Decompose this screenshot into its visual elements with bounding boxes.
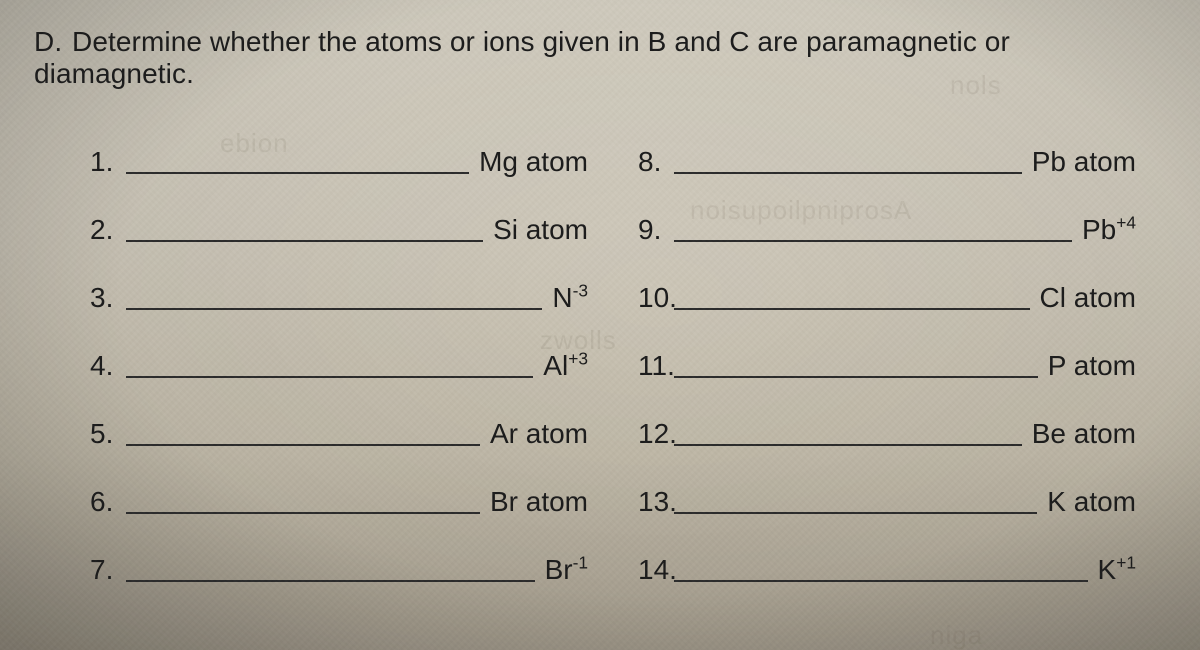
row-number: 4. <box>90 350 126 386</box>
answer-row: 13. K atom <box>638 458 1136 522</box>
answer-blank[interactable] <box>126 512 480 514</box>
worksheet-page: D.Determine whether the atoms or ions gi… <box>0 0 1200 650</box>
species-label: K atom <box>1043 486 1136 522</box>
row-number: 3. <box>90 282 126 318</box>
row-number: 10. <box>638 282 674 318</box>
right-column: 8. Pb atom 9. Pb+4 10. Cl atom 11. P ato… <box>628 118 1166 594</box>
species-label: Br atom <box>486 486 588 522</box>
answer-blank[interactable] <box>674 376 1038 378</box>
species-label: Cl atom <box>1036 282 1136 318</box>
section-prompt: D.Determine whether the atoms or ions gi… <box>34 26 1166 90</box>
answer-row: 7. Br-1 <box>90 526 588 590</box>
answer-row: 2. Si atom <box>90 186 588 250</box>
answer-row: 5. Ar atom <box>90 390 588 454</box>
answer-blank[interactable] <box>126 308 542 310</box>
answer-row: 1. Mg atom <box>90 118 588 182</box>
species-label: P atom <box>1044 350 1136 386</box>
answer-blank[interactable] <box>126 376 533 378</box>
row-number: 14. <box>638 554 674 590</box>
answer-blank[interactable] <box>674 512 1037 514</box>
prompt-text: Determine whether the atoms or ions give… <box>34 26 1010 89</box>
section-letter: D. <box>34 26 72 58</box>
species-label: Si atom <box>489 214 588 250</box>
species-label: K+1 <box>1094 554 1136 590</box>
answer-blank[interactable] <box>126 240 483 242</box>
row-number: 5. <box>90 418 126 454</box>
row-number: 8. <box>638 146 674 182</box>
answer-blank[interactable] <box>674 580 1088 582</box>
answer-blank[interactable] <box>674 444 1022 446</box>
answer-columns: 1. Mg atom 2. Si atom 3. N-3 4. Al+3 5. <box>34 118 1166 594</box>
answer-row: 9. Pb+4 <box>638 186 1136 250</box>
answer-blank[interactable] <box>674 172 1022 174</box>
answer-row: 4. Al+3 <box>90 322 588 386</box>
answer-row: 6. Br atom <box>90 458 588 522</box>
species-label: Pb atom <box>1028 146 1136 182</box>
row-number: 1. <box>90 146 126 182</box>
species-label: Be atom <box>1028 418 1136 454</box>
answer-blank[interactable] <box>126 172 469 174</box>
species-label: Mg atom <box>475 146 588 182</box>
answer-blank[interactable] <box>126 580 535 582</box>
answer-row: 11. P atom <box>638 322 1136 386</box>
answer-row: 3. N-3 <box>90 254 588 318</box>
row-number: 6. <box>90 486 126 522</box>
answer-row: 10. Cl atom <box>638 254 1136 318</box>
row-number: 13. <box>638 486 674 522</box>
species-label: N-3 <box>548 282 588 318</box>
answer-blank[interactable] <box>674 240 1072 242</box>
species-label: Pb+4 <box>1078 214 1136 250</box>
species-label: Br-1 <box>541 554 588 590</box>
answer-row: 14. K+1 <box>638 526 1136 590</box>
row-number: 12. <box>638 418 674 454</box>
row-number: 11. <box>638 350 674 386</box>
row-number: 2. <box>90 214 126 250</box>
species-label: Al+3 <box>539 350 588 386</box>
species-label: Ar atom <box>486 418 588 454</box>
answer-row: 8. Pb atom <box>638 118 1136 182</box>
ghost-text: niga <box>930 620 983 650</box>
row-number: 9. <box>638 214 674 250</box>
answer-blank[interactable] <box>126 444 480 446</box>
answer-blank[interactable] <box>674 308 1030 310</box>
left-column: 1. Mg atom 2. Si atom 3. N-3 4. Al+3 5. <box>34 118 628 594</box>
row-number: 7. <box>90 554 126 590</box>
answer-row: 12. Be atom <box>638 390 1136 454</box>
